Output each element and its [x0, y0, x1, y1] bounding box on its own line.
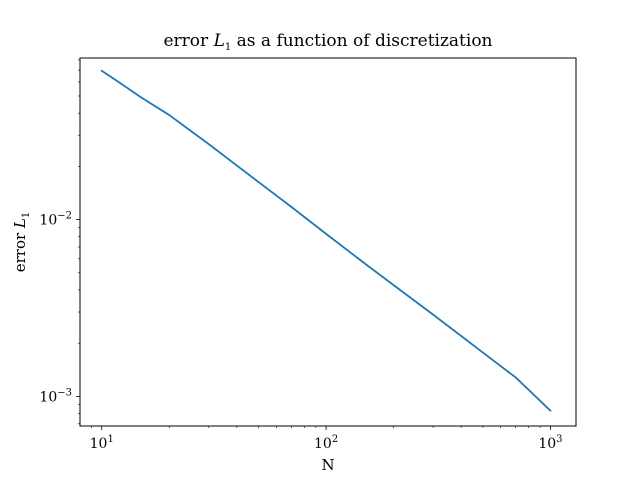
x-tick-label: 101 [90, 434, 114, 452]
y-axis-label: error L1 [11, 212, 32, 273]
x-axis-ticks: 101 102 103 [90, 426, 563, 452]
x-tick-label: 103 [538, 434, 562, 452]
x-axis-label: N [321, 456, 334, 474]
series-line-0 [100, 69, 552, 412]
y-tick-label: 10−2 [39, 211, 72, 229]
y-tick-label: 10−3 [39, 387, 72, 405]
y-axis-ticks: 10−2 10−3 [39, 59, 80, 425]
series-layer [100, 69, 552, 412]
x-tick-label: 102 [314, 434, 338, 452]
chart-title: error L1 as a function of discretization [163, 31, 492, 53]
plot-area [79, 57, 577, 427]
